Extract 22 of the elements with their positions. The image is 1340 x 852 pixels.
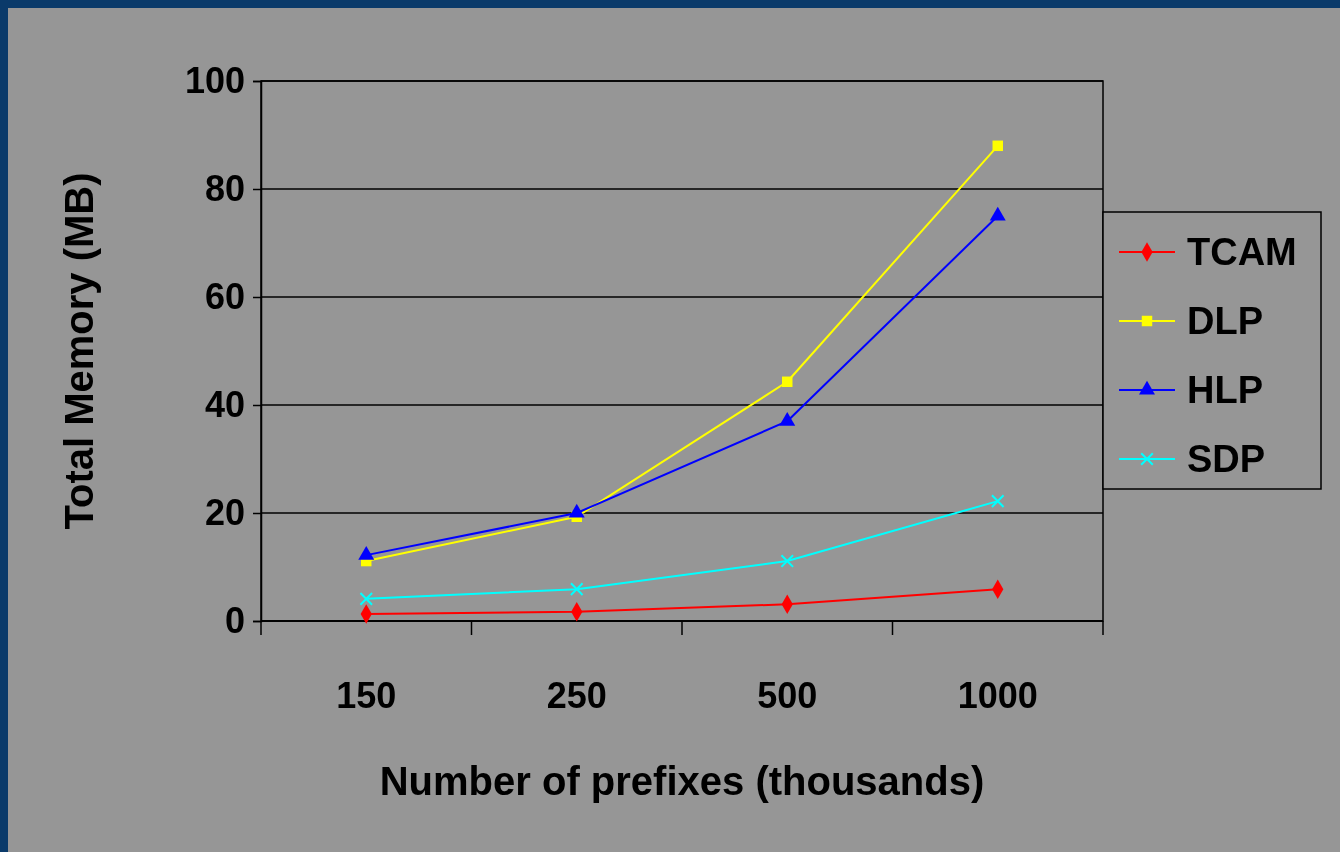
legend-label: SDP: [1187, 438, 1266, 480]
x-tick-label: 500: [757, 675, 818, 716]
y-tick-label: 0: [224, 600, 245, 642]
y-tick-label: 80: [204, 168, 245, 210]
y-tick-label: 100: [184, 60, 245, 102]
point: [782, 376, 793, 388]
y-axis-title: Total Memory (MB): [57, 172, 101, 530]
point: [990, 494, 1005, 508]
legend-label: TCAM: [1187, 231, 1297, 273]
x-tick-label: 150: [336, 675, 397, 716]
x-tick-label: 1000: [957, 675, 1038, 716]
x-tick-label: 250: [546, 675, 607, 716]
point: [569, 582, 584, 596]
y-tick-label: 60: [204, 276, 245, 318]
legend-label: DLP: [1187, 300, 1263, 342]
point: [780, 554, 795, 568]
y-tick-label: 20: [204, 492, 245, 534]
x-axis-title: Number of prefixes (thousands): [379, 759, 985, 803]
y-tick-label: 40: [204, 384, 245, 426]
point: [359, 592, 374, 606]
point: [992, 140, 1003, 152]
legend-label: HLP: [1187, 369, 1263, 411]
